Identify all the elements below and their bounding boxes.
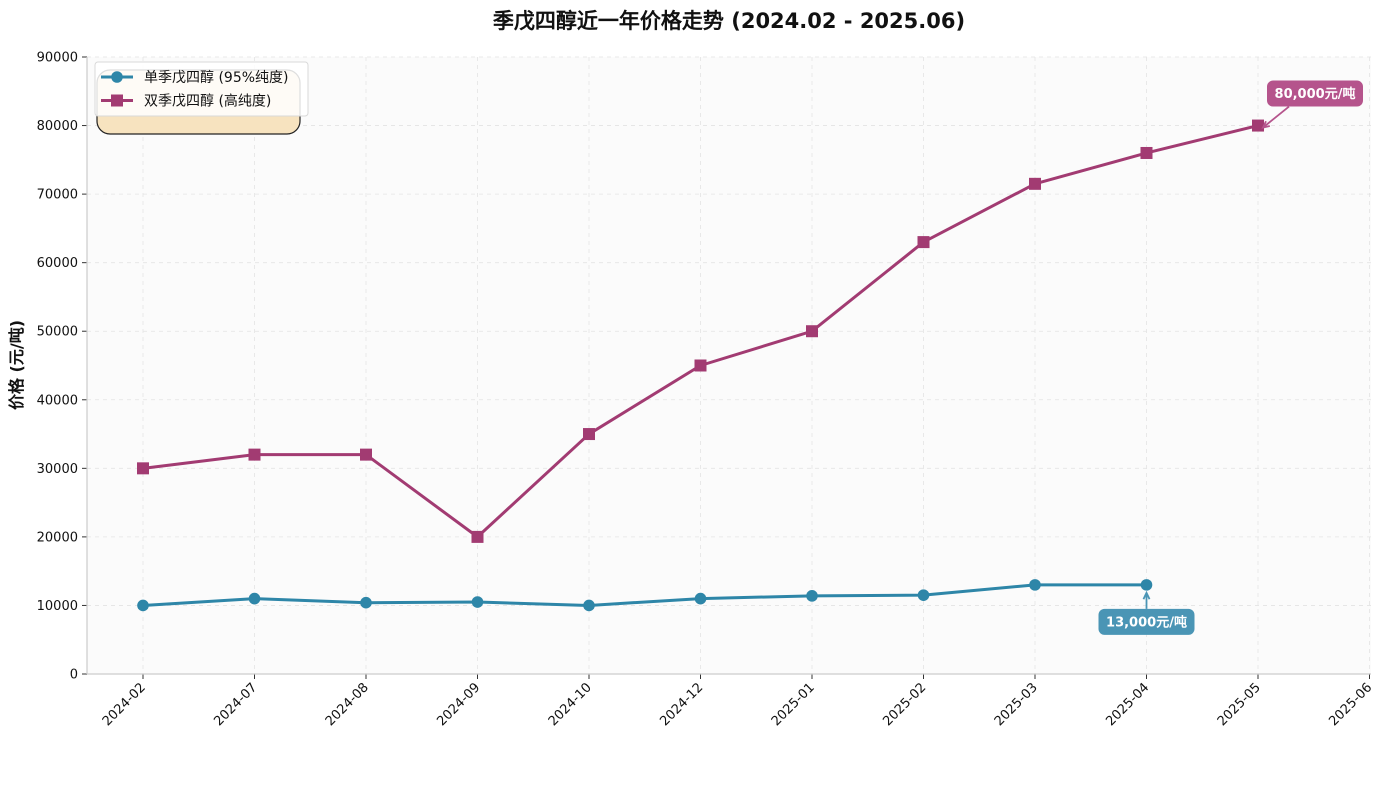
y-tick-label: 40000 (37, 393, 78, 408)
data-point-1 (694, 592, 707, 605)
callout-box (1098, 608, 1195, 635)
callout-label: 13,000元/吨 (1106, 614, 1187, 630)
data-point-1 (360, 596, 372, 609)
y-tick-label: 0 (70, 668, 78, 683)
legend-swatch-marker (111, 71, 123, 83)
y-tick-label: 90000 (37, 51, 78, 66)
y-tick-label: 70000 (37, 188, 78, 203)
legend-box (94, 61, 309, 117)
data-point-2 (1029, 177, 1041, 190)
data-point-1 (1029, 579, 1041, 591)
data-point-2 (1140, 146, 1153, 159)
data-point-2 (137, 462, 149, 475)
data-point-2 (583, 428, 595, 441)
data-point-2 (248, 448, 261, 461)
data-point-1 (137, 599, 149, 612)
y-tick-label: 30000 (37, 462, 78, 477)
grid (87, 56, 1371, 674)
callout-box (1267, 80, 1363, 107)
callout-arrow (1262, 105, 1290, 129)
data-point-1 (471, 596, 484, 608)
data-point-2 (694, 359, 707, 372)
y-tick-label: 80000 (37, 119, 78, 134)
y-tick-label: 50000 (37, 325, 78, 340)
data-point-1 (583, 599, 595, 612)
legend: 单季戊四醇 (95%纯度) 双季戊四醇 (高纯度) (94, 61, 309, 135)
data-point-2 (806, 325, 818, 338)
callout-arrowhead (1261, 120, 1271, 129)
data-point-1 (806, 590, 818, 602)
y-axis-label: 价格 (元/吨) (7, 320, 26, 410)
series-lines (137, 119, 1264, 612)
chart-title: 季戊四醇近一年价格走势 (2024.02 - 2025.06) (493, 9, 965, 33)
legend-label: 单季戊四醇 (95%纯度) (144, 69, 289, 86)
data-point-2 (1252, 119, 1264, 132)
y-tick-label: 20000 (37, 530, 78, 545)
plot-area (87, 57, 1371, 674)
data-point-1 (917, 589, 930, 601)
y-tick-label: 60000 (37, 256, 78, 271)
series-line-1 (142, 583, 1147, 607)
data-point-2 (360, 448, 372, 461)
legend-label: 双季戊四醇 (高纯度) (144, 93, 271, 110)
callout-label: 80,000元/吨 (1275, 86, 1356, 102)
callouts: 13,000元/吨 80,000元/吨 (1098, 80, 1363, 635)
legend-swatch-marker (111, 94, 123, 107)
data-point-1 (248, 592, 261, 605)
callout-arrowhead (1142, 590, 1151, 600)
data-point-2 (471, 530, 484, 543)
y-tick-label: 10000 (37, 599, 78, 614)
data-point-2 (917, 236, 930, 249)
data-point-1 (1140, 579, 1153, 591)
